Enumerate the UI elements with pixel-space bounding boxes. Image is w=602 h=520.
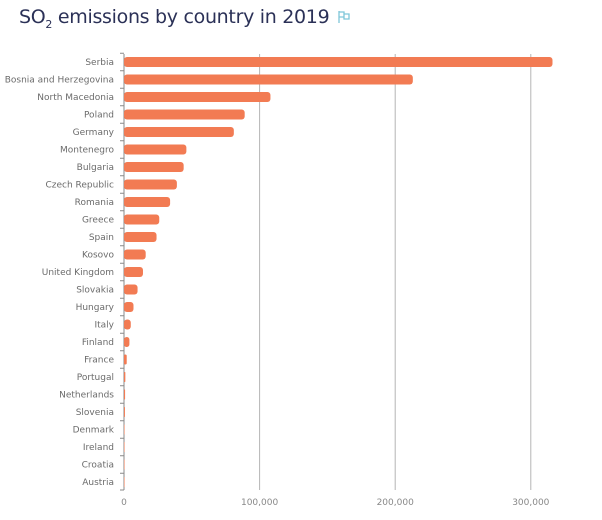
category-label: Finland bbox=[82, 338, 114, 348]
x-tick-label: 200,000 bbox=[377, 498, 414, 508]
bar-austria bbox=[124, 477, 125, 487]
category-label: Ireland bbox=[83, 443, 114, 453]
category-label: France bbox=[84, 356, 114, 366]
flag-icon[interactable] bbox=[337, 7, 351, 29]
bar-poland bbox=[124, 109, 245, 120]
bar-north-macedonia bbox=[124, 92, 271, 102]
category-label: Germany bbox=[73, 128, 115, 138]
bar-greece bbox=[124, 214, 160, 225]
bar-bulgaria bbox=[124, 162, 184, 172]
bar-kosovo bbox=[124, 249, 146, 260]
x-tick-label: 300,000 bbox=[512, 498, 549, 508]
category-label: Portugal bbox=[77, 373, 114, 383]
category-label: Slovenia bbox=[76, 408, 114, 418]
category-label: Poland bbox=[84, 111, 114, 121]
bar-slovakia bbox=[124, 284, 138, 295]
bar-portugal bbox=[124, 372, 126, 382]
bar-croatia bbox=[124, 459, 125, 470]
bar-ireland bbox=[124, 442, 125, 452]
bar-france bbox=[124, 354, 127, 365]
category-label: Kosovo bbox=[82, 251, 114, 261]
chart-title: SO2 emissions by country in 2019 bbox=[19, 6, 351, 31]
category-label: Spain bbox=[89, 233, 114, 243]
category-label: United Kingdom bbox=[42, 268, 114, 278]
category-label: Bulgaria bbox=[77, 163, 114, 173]
category-label: Romania bbox=[75, 198, 114, 208]
category-label: Greece bbox=[82, 216, 114, 226]
category-label: Slovakia bbox=[76, 286, 114, 296]
x-tick-label: 100,000 bbox=[241, 498, 278, 508]
category-label: North Macedonia bbox=[37, 93, 114, 103]
category-label: Bosnia and Herzegovina bbox=[5, 76, 114, 86]
bar-denmark bbox=[124, 424, 125, 435]
bar-spain bbox=[124, 232, 157, 242]
bar-montenegro bbox=[124, 144, 187, 155]
title-suffix: emissions by country in 2019 bbox=[52, 6, 330, 28]
bar-serbia bbox=[124, 57, 553, 67]
category-label: Austria bbox=[82, 478, 114, 488]
category-label: Czech Republic bbox=[45, 181, 114, 191]
title-subscript: 2 bbox=[45, 17, 53, 31]
category-label: Serbia bbox=[85, 58, 114, 68]
x-tick-label: 0 bbox=[121, 498, 127, 508]
title-prefix: SO bbox=[19, 6, 46, 28]
category-label: Croatia bbox=[82, 461, 114, 471]
bar-czech-republic bbox=[124, 179, 177, 190]
bar-italy bbox=[124, 319, 131, 330]
bar-germany bbox=[124, 127, 234, 137]
category-label: Netherlands bbox=[59, 391, 114, 401]
category-label: Hungary bbox=[76, 303, 115, 313]
category-label: Montenegro bbox=[60, 146, 114, 156]
bar-netherlands bbox=[124, 389, 126, 400]
bar-slovenia bbox=[124, 407, 125, 417]
category-label: Italy bbox=[94, 321, 114, 331]
bar-united-kingdom bbox=[124, 267, 143, 277]
bar-romania bbox=[124, 197, 171, 207]
bar-bosnia-and-herzegovina bbox=[124, 74, 413, 85]
bar-finland bbox=[124, 337, 130, 347]
bar-hungary bbox=[124, 302, 134, 312]
category-label: Denmark bbox=[73, 426, 115, 436]
